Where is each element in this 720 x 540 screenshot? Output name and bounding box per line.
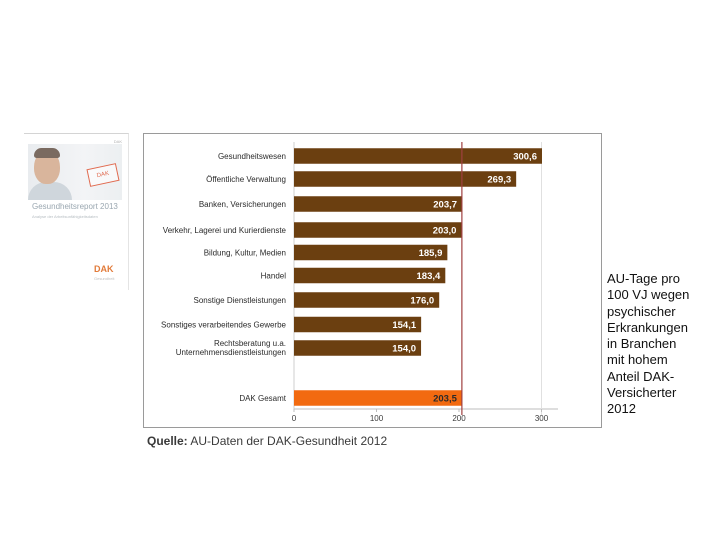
category-label: Sonstiges verarbeitendes Gewerbe	[161, 321, 287, 330]
bar-value-label: 300,6	[513, 152, 537, 163]
cover-report-title: Gesundheitsreport 2013	[32, 202, 118, 211]
category-label: Rechtsberatung u.a.	[214, 339, 286, 348]
bar-value-label: 154,0	[392, 344, 416, 355]
bar	[294, 292, 440, 308]
bar-chart: 300,6 Gesundheitswesen 269,3 Öffentliche Ve…	[161, 142, 558, 423]
bar	[294, 222, 462, 238]
category-label: DAK Gesamt	[239, 394, 286, 403]
cover-photo: DAK	[28, 144, 122, 200]
x-tick-label: 0	[292, 414, 297, 423]
bar-value-label: 203,7	[433, 200, 457, 211]
bar-value-label: 154,1	[392, 320, 416, 331]
category-label: Handel	[261, 272, 287, 281]
chart-caption: AU-Tage pro 100 VJ wegen psychischer Erk…	[607, 271, 690, 417]
x-tick-label: 300	[535, 414, 549, 423]
source-note: Quelle: AU-Daten der DAK-Gesundheit 2012	[147, 434, 387, 448]
bar-value-label: 185,9	[419, 248, 443, 259]
bar-value-label: 176,0	[410, 296, 434, 307]
x-tick-label: 100	[370, 414, 384, 423]
source-prefix: Quelle:	[147, 434, 188, 448]
category-label: Sonstige Dienstleistungen	[193, 296, 286, 305]
cover-report-subtitle: Analyse der Arbeitsunfähigkeitsdaten	[32, 214, 98, 219]
bar	[294, 196, 463, 212]
bar-value-label: 183,4	[417, 271, 441, 282]
cover-person-shoulders	[28, 182, 72, 200]
dak-logo: DAK Gesundheit	[94, 265, 114, 283]
bar-value-label: 203,5	[433, 394, 457, 405]
x-tick-label: 200	[452, 414, 466, 423]
category-label: Bildung, Kultur, Medien	[204, 249, 286, 258]
bar	[294, 340, 422, 356]
report-cover-thumbnail: DAK DAK Gesundheitsreport 2013 Analyse d…	[24, 133, 129, 290]
category-label: Verkehr, Lagerei und Kurierdienste	[163, 226, 287, 235]
bar	[294, 148, 542, 164]
cover-brand: DAK	[113, 139, 122, 144]
category-label: Gesundheitswesen	[218, 152, 286, 161]
bar	[294, 267, 446, 284]
cover-person-hair	[34, 148, 60, 158]
bar-value-label: 203,0	[433, 226, 457, 237]
category-label: Unternehmensdienstleistungen	[176, 348, 286, 357]
dak-logo-subtext: Gesundheit	[94, 276, 115, 281]
chart-frame: 300,6 Gesundheitswesen 269,3 Öffentliche Ve…	[143, 133, 602, 428]
source-text: AU-Daten der DAK-Gesundheit 2012	[187, 434, 388, 448]
bar	[294, 171, 517, 187]
cover-stamp: DAK	[86, 163, 120, 187]
category-label: Banken, Versicherungen	[199, 200, 286, 209]
dak-logo-text: DAK	[94, 264, 114, 274]
bar	[294, 316, 422, 333]
category-label: Öffentliche Verwaltung	[206, 175, 286, 184]
bar-value-label: 269,3	[487, 175, 511, 186]
bar	[294, 390, 462, 406]
bar	[294, 244, 448, 261]
